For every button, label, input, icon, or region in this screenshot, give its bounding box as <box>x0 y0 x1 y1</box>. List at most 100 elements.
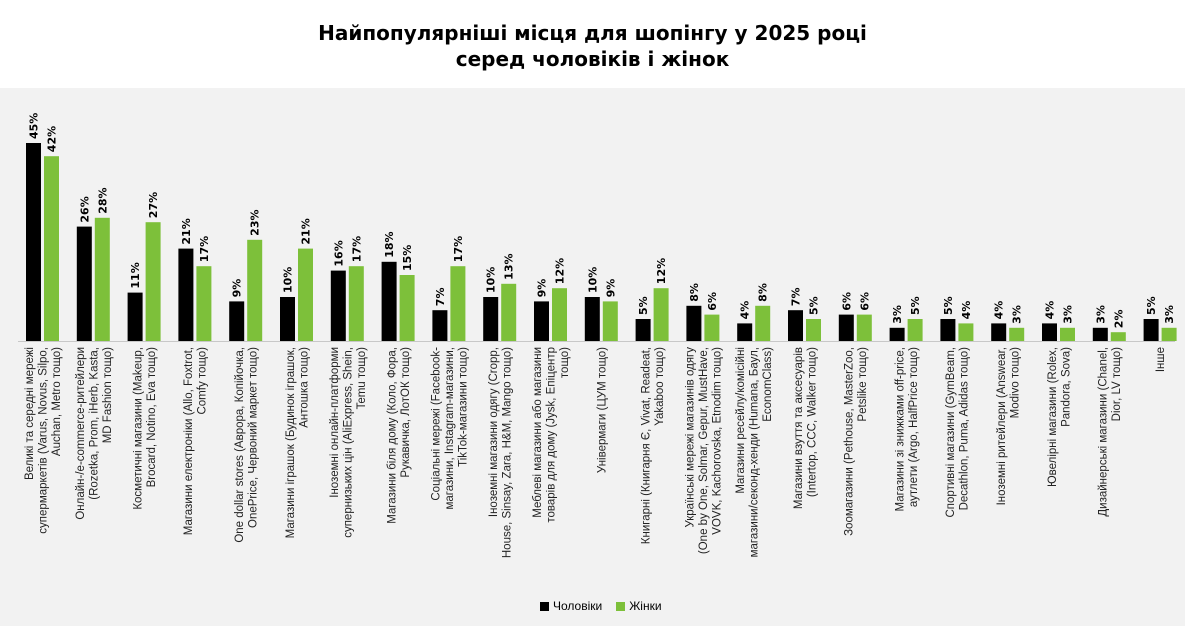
value-label-men-7: 16% <box>332 240 345 266</box>
bar-men-14 <box>686 305 702 341</box>
chart-panel <box>0 88 1185 626</box>
value-label-men-20: 4% <box>993 301 1006 320</box>
value-label-women-15: 8% <box>757 283 770 302</box>
bar-women-17 <box>856 314 872 341</box>
category-label-5: One dollar stores (Аврора, Копійочка, One… <box>234 347 260 543</box>
category-label-13: Книгарні (Книгарня Є, Vivat, Readeat, Yak… <box>640 347 666 544</box>
category-label-15: Магазини ресейлу/комісійні магазини/секон… <box>735 347 774 558</box>
legend-label-women: Жінки <box>629 599 662 613</box>
bar-men-6 <box>280 297 295 341</box>
category-label-21: Ювелірні магазини (Rolex, Pandora, Sova) <box>1047 347 1073 487</box>
bar-women-6 <box>298 248 313 341</box>
category-label-7: Іноземні онлайн-платформи супернизьких ці… <box>329 347 368 538</box>
value-label-women-23: 3% <box>1163 305 1176 324</box>
bar-men-20 <box>991 323 1007 341</box>
value-label-women-8: 15% <box>401 245 414 271</box>
category-label-22: Дизайнерські магазини (Chanel, Dior, LV т… <box>1098 347 1124 517</box>
bar-women-2 <box>94 217 110 341</box>
category-label-4: Магазини електроніки (Allo, Foxtrot, Comf… <box>183 347 209 535</box>
value-label-men-2: 26% <box>78 196 91 222</box>
chart-title: Найпопулярніші місця для шопінгу у 2025 … <box>0 20 1185 72</box>
value-label-women-12: 9% <box>604 279 617 298</box>
bar-men-3 <box>127 292 143 341</box>
value-label-men-11: 9% <box>536 279 549 298</box>
bar-women-19 <box>958 323 974 341</box>
value-label-women-22: 2% <box>1112 310 1125 329</box>
bar-men-22 <box>1092 327 1108 341</box>
bar-men-15 <box>737 323 753 341</box>
bar-women-18 <box>907 319 923 341</box>
value-label-women-2: 28% <box>96 187 109 213</box>
category-label-2: Онлайн-/е-commerce-ритейлери (Rozetka, Pr… <box>75 347 114 520</box>
category-label-10: Іноземні магазини одягу (Cropp, House, Si… <box>488 347 514 558</box>
value-label-women-11: 12% <box>554 258 567 284</box>
bar-men-1 <box>26 143 41 341</box>
value-label-women-5: 23% <box>249 209 262 235</box>
value-label-men-10: 10% <box>485 267 498 293</box>
value-label-women-18: 5% <box>909 296 922 315</box>
category-label-23: Інше <box>1155 347 1167 372</box>
legend-label-men: Чоловіки <box>553 599 603 613</box>
legend-item-women: Жінки <box>616 599 662 613</box>
bar-women-5 <box>247 239 263 341</box>
bar-men-9 <box>432 310 448 341</box>
value-label-men-22: 3% <box>1094 305 1107 324</box>
bar-men-11 <box>534 301 549 341</box>
chart-title-line-2: серед чоловіків і жінок <box>455 47 730 71</box>
category-label-19: Спортивні магазини (GymBeam, Decathlon, P… <box>945 347 971 518</box>
value-label-men-4: 21% <box>180 218 193 244</box>
bar-women-1 <box>44 156 59 341</box>
category-label-9: Соціальні мережі (Facebook-магазини, Ins… <box>430 347 469 510</box>
value-label-men-15: 4% <box>739 301 752 320</box>
value-label-women-21: 3% <box>1062 305 1075 324</box>
value-label-men-3: 11% <box>129 262 142 288</box>
bar-men-12 <box>584 297 600 341</box>
bar-women-20 <box>1009 327 1025 341</box>
bar-women-9 <box>450 266 466 341</box>
bar-women-10 <box>501 283 517 341</box>
bar-men-18 <box>889 327 905 341</box>
bar-men-10 <box>483 297 499 341</box>
value-label-women-3: 27% <box>147 192 160 218</box>
bar-women-13 <box>653 288 669 341</box>
value-label-women-1: 42% <box>46 126 59 152</box>
bar-women-3 <box>145 222 161 341</box>
bar-women-12 <box>602 301 618 341</box>
value-label-women-4: 17% <box>198 236 211 262</box>
value-label-men-14: 8% <box>688 283 701 302</box>
value-label-women-17: 6% <box>858 292 871 311</box>
value-label-men-9: 7% <box>434 288 447 307</box>
bar-women-21 <box>1060 327 1075 341</box>
bar-women-15 <box>755 305 771 341</box>
chart-title-line-1: Найпопулярніші місця для шопінгу у 2025 … <box>318 21 867 45</box>
bar-women-16 <box>806 319 821 341</box>
value-label-women-16: 5% <box>808 296 821 315</box>
category-label-1: Великі та середні мережі супермаркетів (V… <box>24 347 63 534</box>
title-area: Найпопулярніші місця для шопінгу у 2025 … <box>0 0 1185 88</box>
legend: Чоловіки Жінки <box>540 597 676 615</box>
bar-women-22 <box>1110 332 1126 341</box>
value-label-men-13: 5% <box>637 296 650 315</box>
category-label-6: Магазини іграшок (Будинок іграшок, Антошк… <box>285 347 311 539</box>
bar-men-2 <box>76 226 92 341</box>
bar-women-14 <box>704 314 720 341</box>
category-label-14: Українські мережі магазинів одягу (One by… <box>684 347 723 554</box>
bar-women-4 <box>196 266 212 341</box>
value-label-men-8: 18% <box>383 231 396 257</box>
bar-women-11 <box>552 288 567 341</box>
value-label-men-17: 6% <box>840 292 853 311</box>
value-label-women-6: 21% <box>300 218 313 244</box>
value-label-men-18: 3% <box>891 305 904 324</box>
bar-men-8 <box>381 261 397 341</box>
category-label-16: Магазини взуття та аксесуарів (Intertop, … <box>793 347 819 509</box>
bar-women-23 <box>1161 327 1177 341</box>
value-label-women-9: 17% <box>452 236 465 262</box>
value-label-men-16: 7% <box>790 288 803 307</box>
category-label-17: Зоомагазини (Pethouse, MasterZoo, Petslik… <box>844 347 870 536</box>
value-label-men-23: 5% <box>1145 296 1158 315</box>
category-label-12: Універмаги (ЦУМ тощо) <box>596 347 608 473</box>
value-label-women-7: 17% <box>350 236 363 262</box>
bar-women-7 <box>348 266 364 341</box>
value-label-men-21: 4% <box>1044 301 1057 320</box>
